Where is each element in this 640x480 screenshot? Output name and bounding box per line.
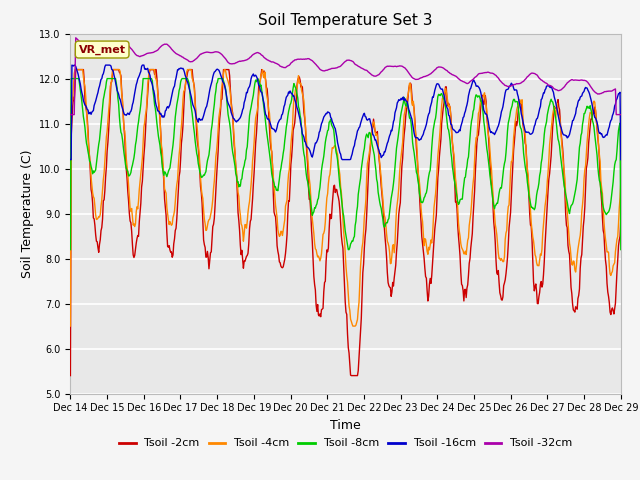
- Tsoil -4cm: [190, 80, 198, 86]
- Tsoil -4cm: [77, 67, 85, 72]
- Tsoil -4cm: [429, 218, 437, 224]
- Text: VR_met: VR_met: [79, 44, 125, 55]
- Tsoil -4cm: [71, 67, 79, 72]
- Tsoil -2cm: [219, 81, 227, 86]
- Tsoil -16cm: [429, 95, 437, 100]
- Tsoil -2cm: [134, 233, 141, 239]
- Tsoil -4cm: [617, 180, 625, 186]
- Tsoil -8cm: [134, 123, 141, 129]
- Tsoil -2cm: [77, 67, 85, 72]
- Tsoil -32cm: [190, 58, 198, 63]
- Tsoil -16cm: [77, 86, 85, 92]
- Y-axis label: Soil Temperature (C): Soil Temperature (C): [20, 149, 34, 278]
- Tsoil -4cm: [134, 206, 141, 212]
- Tsoil -8cm: [67, 76, 75, 82]
- Tsoil -16cm: [219, 79, 227, 84]
- Tsoil -32cm: [617, 112, 625, 118]
- Tsoil -8cm: [429, 127, 437, 132]
- Line: Tsoil -8cm: Tsoil -8cm: [70, 79, 621, 250]
- Tsoil -32cm: [67, 112, 74, 118]
- Tsoil -16cm: [617, 156, 625, 162]
- Tsoil -16cm: [190, 104, 198, 109]
- Tsoil -32cm: [413, 76, 421, 82]
- Tsoil -8cm: [219, 76, 227, 82]
- Tsoil -32cm: [429, 69, 437, 74]
- Tsoil -8cm: [67, 247, 74, 252]
- Tsoil -4cm: [413, 149, 421, 155]
- Tsoil -2cm: [72, 67, 79, 72]
- Tsoil -16cm: [134, 76, 141, 82]
- Tsoil -32cm: [77, 40, 85, 46]
- Tsoil -2cm: [429, 250, 437, 256]
- Tsoil -4cm: [219, 76, 227, 82]
- Line: Tsoil -32cm: Tsoil -32cm: [70, 38, 621, 115]
- Tsoil -32cm: [134, 53, 141, 59]
- Tsoil -32cm: [72, 35, 79, 41]
- Line: Tsoil -16cm: Tsoil -16cm: [70, 65, 621, 159]
- Legend: Tsoil -2cm, Tsoil -4cm, Tsoil -8cm, Tsoil -16cm, Tsoil -32cm: Tsoil -2cm, Tsoil -4cm, Tsoil -8cm, Tsoi…: [115, 434, 577, 453]
- Tsoil -32cm: [219, 53, 227, 59]
- Tsoil -8cm: [413, 171, 421, 177]
- Title: Soil Temperature Set 3: Soil Temperature Set 3: [259, 13, 433, 28]
- Tsoil -8cm: [617, 247, 625, 252]
- X-axis label: Time: Time: [330, 419, 361, 432]
- Tsoil -2cm: [413, 155, 421, 160]
- Tsoil -8cm: [190, 124, 198, 130]
- Tsoil -16cm: [413, 135, 421, 141]
- Tsoil -2cm: [617, 216, 625, 222]
- Tsoil -4cm: [67, 323, 74, 329]
- Tsoil -8cm: [77, 93, 85, 99]
- Tsoil -2cm: [67, 372, 74, 378]
- Tsoil -2cm: [190, 80, 198, 86]
- Tsoil -16cm: [67, 156, 74, 162]
- Line: Tsoil -4cm: Tsoil -4cm: [70, 70, 621, 326]
- Tsoil -16cm: [68, 62, 76, 68]
- Line: Tsoil -2cm: Tsoil -2cm: [70, 70, 621, 375]
